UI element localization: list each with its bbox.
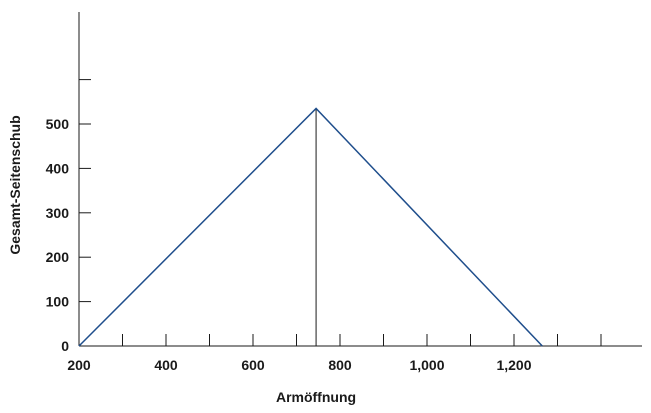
y-tick-label: 300	[46, 205, 70, 221]
x-tick-label: 200	[67, 357, 91, 373]
x-tick-labels: 200 400 600 800 1,000 1,200	[67, 357, 531, 373]
y-tick-labels: 0 100 200 300 400 500	[46, 116, 70, 354]
y-axis-title: Gesamt-Seitenschub	[7, 115, 23, 254]
x-tick-label: 800	[328, 357, 352, 373]
x-axis-title: Armöffnung	[276, 389, 356, 405]
series-line	[78, 107, 543, 347]
y-tick-label: 200	[46, 249, 70, 265]
x-tick-label: 600	[241, 357, 265, 373]
x-tick-label: 1,200	[496, 357, 531, 373]
y-tick-label: 0	[61, 338, 69, 354]
y-tick-label: 400	[46, 160, 70, 176]
plot-area: 200 400 600 800 1,000 1,200 0 100 200 300 400 500	[46, 12, 642, 373]
y-ticks	[79, 79, 91, 347]
x-tick-label: 400	[154, 357, 178, 373]
x-tick-label: 1,000	[409, 357, 444, 373]
x-ticks	[78, 334, 602, 346]
y-tick-label: 100	[46, 294, 70, 310]
y-tick-label: 500	[46, 116, 70, 132]
